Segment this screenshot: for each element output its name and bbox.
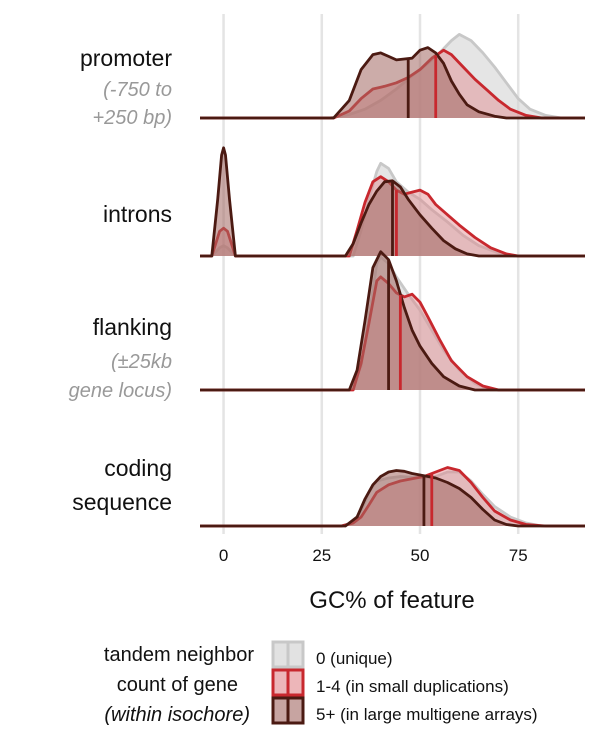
x-tick-label-0: 0 bbox=[219, 546, 228, 565]
row-label-coding: coding bbox=[104, 455, 172, 481]
legend-label-unique: 0 (unique) bbox=[316, 649, 393, 668]
density-line-introns-large-arrays bbox=[200, 146, 585, 258]
row-sublabel-promoter-1: (-750 to bbox=[103, 79, 172, 101]
density-fill-flanking-large-arrays bbox=[200, 251, 585, 390]
density-line-coding-large-arrays bbox=[200, 469, 585, 528]
legend-title-line-1: tandem neighbor bbox=[104, 644, 254, 666]
legend-label-large-arrays: 5+ (in large multigene arrays) bbox=[316, 705, 538, 724]
row-sublabel-promoter-2: +250 bp) bbox=[92, 107, 172, 129]
density-fill-promoter-large-arrays bbox=[200, 47, 585, 118]
ridge-flanking bbox=[200, 250, 585, 392]
row-label-promoter: promoter bbox=[80, 45, 172, 71]
legend-keys bbox=[271, 640, 305, 725]
x-axis-ticks: 0 25 50 75 bbox=[219, 546, 528, 565]
legend-key-small-duplications bbox=[271, 668, 305, 697]
legend-label-small-duplications: 1-4 (in small duplications) bbox=[316, 677, 509, 696]
density-line-flanking-large-arrays bbox=[200, 250, 585, 392]
ridge-promoter bbox=[200, 33, 585, 120]
x-axis-title: GC% of feature bbox=[309, 587, 474, 614]
density-line-promoter-large-arrays bbox=[200, 46, 585, 120]
row-label-flanking: flanking bbox=[93, 314, 172, 340]
x-tick-label-75: 75 bbox=[509, 546, 528, 565]
row-label-introns: introns bbox=[103, 201, 172, 227]
legend: tandem neighbor count of gene (within is… bbox=[104, 640, 538, 726]
density-fill-coding-large-arrays bbox=[200, 470, 585, 526]
row-label-coding-line2: sequence bbox=[72, 489, 172, 515]
legend-key-unique bbox=[271, 640, 305, 669]
legend-title-line-2: count of gene bbox=[117, 674, 238, 696]
density-ridges bbox=[200, 33, 585, 528]
ridge-introns bbox=[200, 146, 585, 258]
legend-title-line-3: (within isochore) bbox=[104, 704, 250, 726]
legend-key-large-arrays bbox=[271, 696, 305, 725]
x-tick-label-25: 25 bbox=[312, 546, 331, 565]
x-tick-label-50: 50 bbox=[411, 546, 430, 565]
row-sublabel-flanking-1: (±25kb bbox=[111, 351, 172, 373]
ridge-coding bbox=[200, 466, 585, 528]
density-fill-promoter-unique bbox=[200, 34, 585, 118]
row-sublabel-flanking-2: gene locus) bbox=[69, 380, 172, 402]
